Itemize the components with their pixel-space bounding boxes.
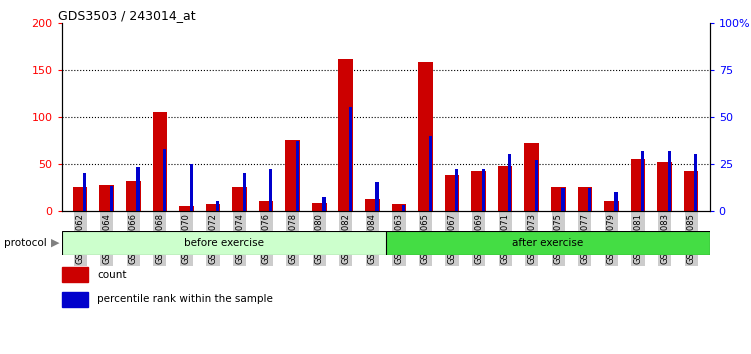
Bar	[562, 188, 565, 211]
Bar	[243, 173, 246, 211]
Bar	[296, 141, 299, 211]
Bar	[163, 149, 166, 211]
Bar	[216, 201, 219, 211]
Bar	[418, 62, 433, 211]
Bar	[455, 169, 458, 211]
Bar	[259, 201, 273, 211]
Bar	[206, 204, 220, 211]
Bar	[684, 171, 698, 211]
Bar	[535, 160, 538, 211]
Bar	[232, 187, 247, 211]
Bar	[524, 143, 539, 211]
Text: ▶: ▶	[51, 238, 59, 248]
Bar	[99, 185, 114, 211]
Bar	[668, 150, 671, 211]
Bar	[365, 199, 380, 211]
Text: percentile rank within the sample: percentile rank within the sample	[97, 294, 273, 304]
Text: after exercise: after exercise	[512, 238, 584, 248]
Bar	[152, 112, 167, 211]
Bar	[694, 154, 698, 211]
Bar	[137, 167, 140, 211]
Bar	[614, 192, 617, 211]
Bar	[551, 187, 566, 211]
Bar	[481, 169, 485, 211]
Bar	[62, 231, 386, 255]
Bar	[631, 159, 645, 211]
Bar	[657, 162, 672, 211]
Bar	[126, 181, 140, 211]
Bar	[498, 166, 512, 211]
Bar	[189, 164, 193, 211]
Bar	[73, 187, 87, 211]
Bar	[339, 59, 353, 211]
Text: GDS3503 / 243014_at: GDS3503 / 243014_at	[59, 9, 196, 22]
Bar	[83, 173, 86, 211]
Text: count: count	[97, 270, 127, 280]
Bar	[62, 292, 88, 307]
Bar	[508, 154, 511, 211]
Bar	[588, 188, 591, 211]
Bar	[322, 198, 325, 211]
Bar	[386, 231, 710, 255]
Bar	[312, 203, 327, 211]
Bar	[429, 136, 432, 211]
Text: before exercise: before exercise	[183, 238, 264, 248]
Bar	[402, 205, 406, 211]
Bar	[578, 187, 592, 211]
Bar	[604, 201, 619, 211]
Bar	[62, 267, 88, 282]
Bar	[641, 150, 644, 211]
Bar	[349, 108, 352, 211]
Bar	[285, 140, 300, 211]
Bar	[445, 175, 460, 211]
Text: protocol: protocol	[4, 238, 47, 248]
Bar	[391, 204, 406, 211]
Bar	[110, 186, 113, 211]
Bar	[179, 206, 194, 211]
Bar	[472, 171, 486, 211]
Bar	[376, 183, 379, 211]
Bar	[269, 169, 273, 211]
